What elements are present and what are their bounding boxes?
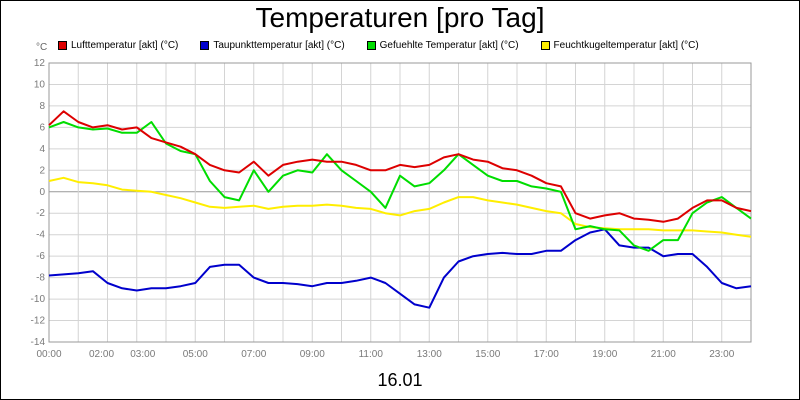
y-tick-label: 4 bbox=[39, 144, 45, 155]
plot-border bbox=[48, 62, 752, 343]
chart-title: Temperaturen [pro Tag] bbox=[255, 2, 545, 33]
x-tick-label: 23:00 bbox=[709, 349, 734, 360]
x-tick-label: 03:00 bbox=[130, 349, 155, 360]
legend-label: Lufttemperatur [akt] (°C) bbox=[71, 39, 179, 51]
y-tick-label: 0 bbox=[39, 187, 45, 198]
x-tick-label: 00:00 bbox=[36, 349, 61, 360]
legend-item: Gefuehlte Temperatur [akt] (°C) bbox=[366, 38, 519, 52]
legend-swatch bbox=[200, 40, 210, 50]
y-tick-label: -6 bbox=[36, 251, 45, 262]
legend: Lufttemperatur [akt] (°C) Taupunkttempera… bbox=[58, 38, 721, 52]
y-unit-label: °C bbox=[36, 42, 48, 53]
x-tick-label: 15:00 bbox=[475, 349, 500, 360]
series-line-0 bbox=[48, 110, 752, 223]
series-line-1 bbox=[48, 228, 752, 309]
legend-item: Feuchtkugeltemperatur [akt] (°C) bbox=[540, 38, 699, 52]
legend-swatch bbox=[540, 40, 550, 50]
x-tick-label: 13:00 bbox=[417, 349, 442, 360]
x-tick-label: 07:00 bbox=[241, 349, 266, 360]
legend-label: Taupunkttemperatur [akt] (°C) bbox=[213, 39, 345, 51]
y-tick-label: -2 bbox=[36, 208, 45, 219]
legend-swatch bbox=[366, 40, 376, 50]
series-line-3 bbox=[48, 176, 752, 238]
date-label: 16.01 bbox=[377, 370, 423, 390]
legend-label: Feuchtkugeltemperatur [akt] (°C) bbox=[553, 39, 699, 51]
series-line-2 bbox=[48, 121, 752, 252]
x-tick-label: 17:00 bbox=[534, 349, 559, 360]
y-tick-label: -10 bbox=[31, 294, 46, 305]
y-tick-label: 6 bbox=[39, 122, 45, 133]
legend-label: Gefuehlte Temperatur [akt] (°C) bbox=[379, 39, 519, 51]
x-tick-label: 19:00 bbox=[592, 349, 617, 360]
y-tick-label: 12 bbox=[34, 58, 46, 69]
x-tick-label: 11:00 bbox=[359, 349, 384, 360]
y-tick-label: 8 bbox=[39, 101, 45, 112]
y-tick-label: -14 bbox=[31, 337, 46, 348]
y-tick-label: -8 bbox=[36, 273, 45, 284]
x-tick-label: 05:00 bbox=[183, 349, 208, 360]
y-tick-label: -12 bbox=[31, 316, 46, 327]
x-tick-label: 09:00 bbox=[300, 349, 325, 360]
legend-item: Taupunkttemperatur [akt] (°C) bbox=[200, 38, 345, 52]
y-tick-label: 2 bbox=[39, 165, 45, 176]
x-tick-label: 02:00 bbox=[89, 349, 114, 360]
x-tick-label: 21:00 bbox=[651, 349, 676, 360]
legend-item: Lufttemperatur [akt] (°C) bbox=[58, 38, 178, 52]
y-tick-label: -4 bbox=[36, 230, 45, 241]
y-tick-label: 10 bbox=[34, 79, 46, 90]
legend-swatch bbox=[58, 40, 67, 50]
